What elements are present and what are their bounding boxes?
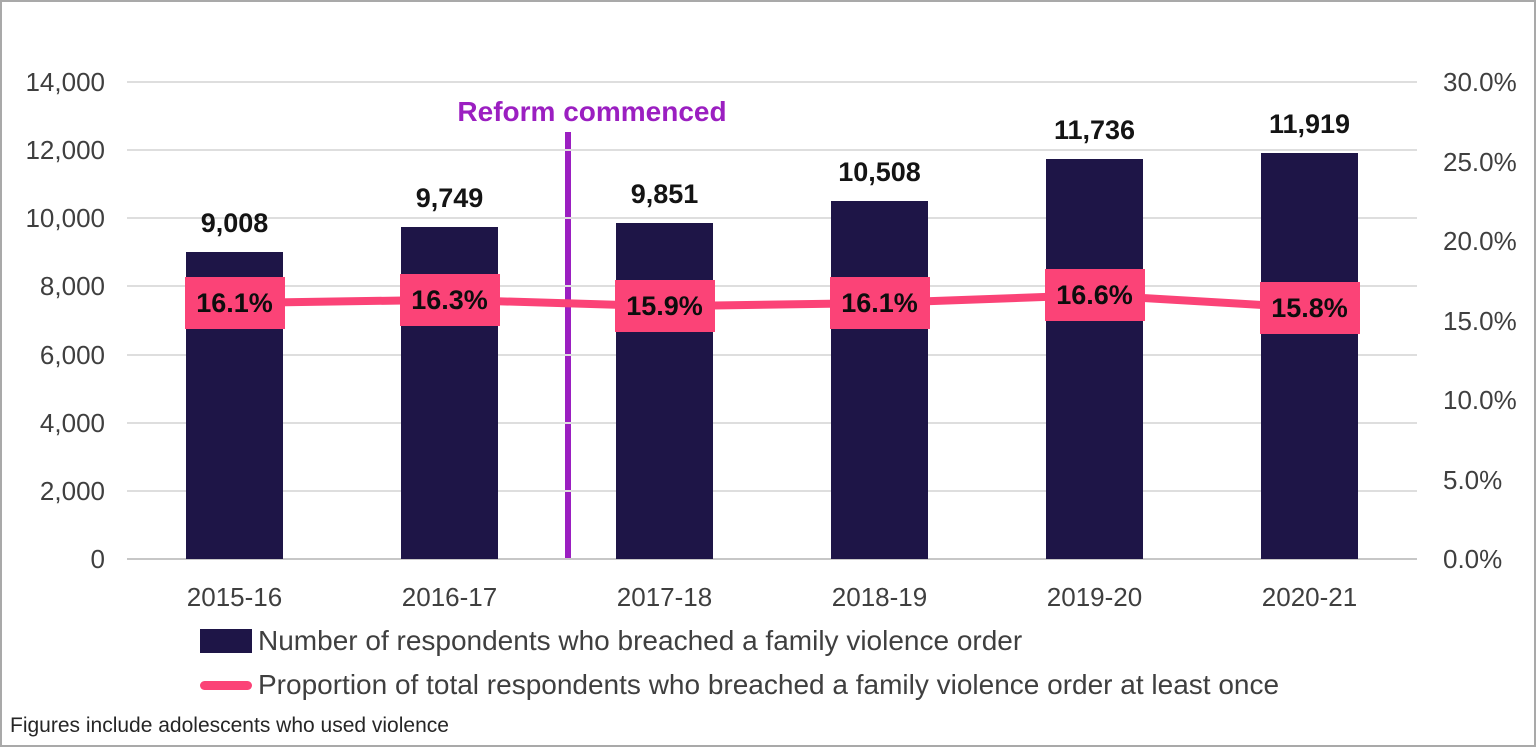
bar-2020-21: [1261, 152, 1358, 559]
bar-2019-20: [1046, 159, 1143, 559]
footnote: Figures include adolescents who used vio…: [10, 714, 449, 737]
y-axis-tick-right: 25.0%: [1443, 146, 1517, 177]
y-axis-tick-right: 10.0%: [1443, 385, 1517, 415]
reform-commenced-annotation: Reform commenced: [457, 96, 727, 127]
gridline: [127, 489, 1417, 492]
x-axis-label: 2015-16: [186, 582, 283, 612]
gridline: [127, 149, 1417, 152]
y-axis-tick-left: 10,000: [25, 203, 105, 234]
bar-2018-19: [831, 201, 928, 559]
bar-value-label: 10,508: [838, 157, 921, 187]
y-axis-tick-right: 0.0%: [1443, 544, 1503, 574]
line-point-label: 16.3%: [399, 273, 500, 326]
line-point-label: 16.1%: [184, 277, 285, 329]
legend-item-line: Proportion of total respondents who brea…: [200, 669, 1280, 700]
x-axis-label: 2016-17: [401, 582, 498, 612]
gridline: [127, 217, 1417, 220]
y-axis-tick-right: 20.0%: [1443, 226, 1517, 256]
proportion-line: [230, 291, 1314, 312]
x-axis-label: 2018-19: [831, 582, 928, 612]
y-axis-tick-left: 2,000: [39, 475, 105, 506]
legend: Number of respondents who breached a fam…: [200, 625, 1280, 714]
line-point-label: 16.1%: [829, 277, 930, 329]
y-axis-tick-left: 12,000: [25, 135, 105, 166]
line-point-label: 15.9%: [614, 280, 715, 333]
x-axis-label: 2017-18: [616, 582, 713, 612]
bar-value-label: 9,851: [630, 179, 699, 210]
gridline: [127, 421, 1417, 424]
y-axis-tick-right: 5.0%: [1443, 464, 1503, 495]
y-axis-tick-left: 4,000: [39, 407, 105, 438]
y-axis-tick-left: 8,000: [39, 271, 105, 302]
bar-series-swatch-icon: [200, 629, 252, 653]
bar-value-label: 9,008: [200, 208, 269, 239]
y-axis-tick-left: 14,000: [25, 67, 105, 97]
line-point-label: 16.6%: [1044, 269, 1145, 322]
y-axis-tick-right: 15.0%: [1443, 305, 1517, 336]
gridline: [127, 81, 1417, 83]
y-axis-tick-left: 6,000: [39, 339, 105, 370]
line-series-swatch-icon: [200, 680, 252, 690]
legend-label-bars: Number of respondents who breached a fam…: [258, 625, 1023, 656]
line-point-label: 15.8%: [1259, 281, 1360, 334]
reform-commenced-line: [565, 132, 571, 559]
gridline: [127, 558, 1417, 560]
proportion-polyline: [230, 291, 1314, 312]
legend-item-bars: Number of respondents who breached a fam…: [200, 625, 1279, 656]
bar-value-label: 11,736: [1053, 115, 1136, 146]
bar-value-label: 11,919: [1268, 108, 1351, 139]
gridline: [127, 285, 1417, 288]
gridline: [127, 353, 1417, 356]
legend-label-line: Proportion of total respondents who brea…: [258, 669, 1280, 700]
y-axis-tick-right: 30.0%: [1443, 67, 1517, 97]
x-axis-label: 2019-20: [1046, 582, 1143, 612]
y-axis-tick-left: 0: [90, 544, 105, 574]
x-axis-label: 2020-21: [1261, 582, 1358, 612]
bar-2017-18: [616, 223, 713, 559]
bar-value-label: 9,749: [415, 182, 484, 213]
